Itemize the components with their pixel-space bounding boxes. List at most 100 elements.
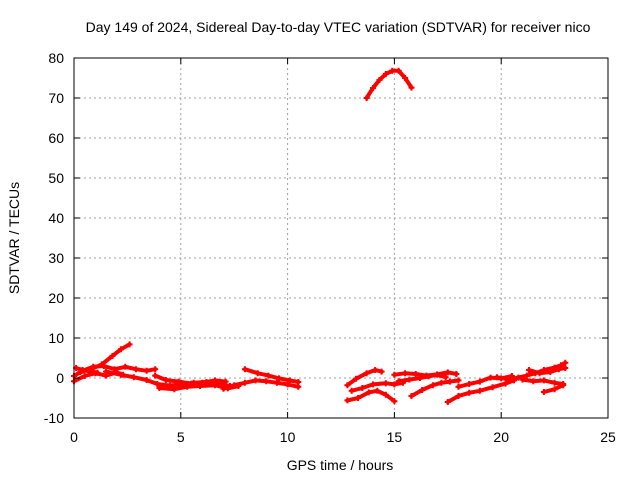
data-point bbox=[363, 95, 370, 101]
series-line bbox=[364, 68, 414, 100]
data-point bbox=[412, 371, 419, 377]
data-point bbox=[455, 383, 462, 390]
data-point bbox=[241, 379, 248, 386]
series-arc-9 bbox=[241, 366, 302, 385]
data-point bbox=[562, 359, 569, 366]
data-point bbox=[252, 377, 259, 384]
data-point bbox=[487, 374, 494, 381]
data-point bbox=[530, 378, 537, 385]
data-point bbox=[476, 378, 483, 385]
series-arc-13 bbox=[344, 387, 398, 405]
data-point bbox=[284, 381, 291, 388]
data-point bbox=[197, 383, 204, 389]
data-point bbox=[211, 382, 218, 389]
x-axis-label: GPS time / hours bbox=[287, 457, 394, 473]
y-tick-label: 30 bbox=[48, 250, 64, 266]
data-point bbox=[455, 377, 462, 384]
data-point bbox=[94, 369, 101, 376]
data-point bbox=[184, 383, 191, 390]
data-point bbox=[348, 387, 355, 394]
data-point bbox=[372, 367, 379, 373]
data-point bbox=[143, 377, 150, 383]
data-point bbox=[442, 374, 449, 381]
data-point bbox=[466, 389, 473, 396]
data-point bbox=[109, 353, 116, 359]
data-point bbox=[122, 363, 129, 370]
data-point bbox=[562, 365, 569, 371]
data-point bbox=[365, 389, 372, 396]
data-point bbox=[376, 77, 383, 83]
data-point bbox=[276, 375, 283, 382]
data-point bbox=[154, 381, 161, 387]
data-point bbox=[152, 366, 159, 373]
x-tick-label: 15 bbox=[387, 429, 403, 445]
data-point bbox=[476, 387, 483, 394]
data-point bbox=[489, 384, 496, 391]
data-point bbox=[241, 366, 248, 373]
x-tick-label: 25 bbox=[600, 429, 616, 445]
data-point bbox=[540, 377, 547, 384]
data-point bbox=[408, 84, 415, 91]
data-point bbox=[408, 393, 415, 399]
data-point bbox=[444, 369, 451, 376]
series-arc-21 bbox=[525, 365, 569, 377]
series-arc-6 bbox=[152, 372, 229, 387]
data-point bbox=[130, 374, 137, 381]
data-point bbox=[352, 375, 359, 382]
x-tick-label: 0 bbox=[70, 429, 78, 445]
series-arc-17 bbox=[444, 377, 518, 405]
series-arc-11 bbox=[344, 367, 385, 389]
data-point bbox=[395, 378, 402, 385]
y-axis-label: SDTVAR / TECUs bbox=[6, 182, 22, 294]
data-point bbox=[265, 372, 272, 379]
data-point bbox=[370, 85, 377, 91]
data-point bbox=[446, 378, 453, 385]
data-point bbox=[560, 382, 567, 389]
data-point bbox=[525, 367, 532, 373]
y-tick-label: 40 bbox=[48, 210, 64, 226]
data-point bbox=[547, 369, 554, 375]
y-tick-label: 50 bbox=[48, 170, 64, 186]
data-point bbox=[359, 385, 366, 391]
data-point bbox=[515, 374, 522, 381]
data-point bbox=[378, 368, 385, 375]
x-tick-label: 5 bbox=[177, 429, 185, 445]
data-point bbox=[551, 379, 558, 386]
y-tick-label: 20 bbox=[48, 290, 64, 306]
series-arc-16 bbox=[408, 377, 462, 399]
data-point bbox=[555, 366, 562, 373]
plot-frame bbox=[73, 57, 609, 419]
data-point bbox=[466, 381, 473, 387]
data-point bbox=[402, 370, 409, 377]
data-point bbox=[81, 373, 88, 379]
series-arc-4 bbox=[73, 365, 101, 376]
data-point bbox=[382, 71, 389, 77]
data-point bbox=[126, 341, 133, 348]
data-point bbox=[389, 67, 396, 74]
series-arc-10 bbox=[363, 67, 415, 101]
data-point bbox=[132, 366, 139, 373]
data-point bbox=[493, 374, 500, 381]
data-point bbox=[98, 361, 105, 368]
data-point bbox=[363, 370, 370, 377]
data-point bbox=[438, 379, 445, 386]
data-point bbox=[344, 382, 351, 389]
data-point bbox=[536, 370, 543, 377]
data-point bbox=[540, 389, 547, 395]
data-point bbox=[519, 376, 526, 383]
data-point bbox=[156, 385, 163, 391]
data-point bbox=[453, 371, 460, 377]
series-arc-22 bbox=[540, 382, 567, 395]
data-point bbox=[419, 387, 426, 393]
data-point bbox=[429, 382, 436, 389]
data-point bbox=[502, 380, 509, 387]
data-point bbox=[425, 373, 432, 380]
y-tick-label: 10 bbox=[48, 330, 64, 346]
data-point bbox=[355, 395, 362, 401]
y-tick-label: 60 bbox=[48, 130, 64, 146]
data-point bbox=[391, 381, 398, 388]
data-point bbox=[143, 367, 150, 374]
x-tick-label: 10 bbox=[280, 429, 296, 445]
y-tick-label: -10 bbox=[44, 410, 64, 426]
